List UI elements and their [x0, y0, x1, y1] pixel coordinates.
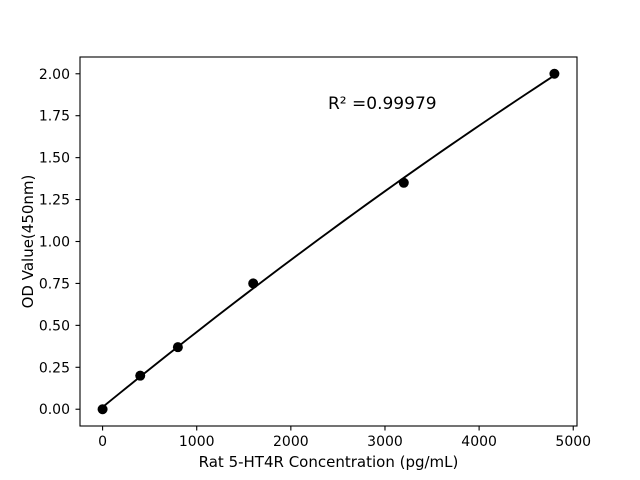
y-tick-label: 0.75 — [39, 276, 70, 292]
x-tick-label: 0 — [98, 434, 107, 450]
data-points — [97, 68, 560, 415]
data-point — [248, 278, 259, 289]
y-tick-label: 0.50 — [39, 318, 70, 334]
y-axis-label: OD Value(450nm) — [19, 175, 37, 309]
y-tick-label: 1.25 — [39, 193, 70, 209]
data-point — [172, 342, 183, 353]
x-axis-label: Rat 5-HT4R Concentration (pg/mL) — [199, 453, 459, 471]
data-point — [549, 68, 560, 79]
fit-curve-line — [101, 74, 556, 409]
data-point — [398, 177, 409, 188]
y-tick-label: 1.00 — [39, 235, 70, 251]
data-point — [97, 404, 108, 415]
y-tick-label: 0.00 — [39, 402, 70, 418]
x-tick-label: 2000 — [273, 434, 309, 450]
data-point — [135, 370, 146, 381]
y-tick-label: 1.75 — [39, 109, 70, 125]
y-axis-ticks: 0.00 0.25 0.50 0.75 1.00 1.25 1.50 1.75 2.00 — [39, 67, 80, 418]
y-tick-label: 2.00 — [39, 67, 70, 83]
y-tick-label: 1.50 — [39, 151, 70, 167]
y-tick-label: 0.25 — [39, 360, 70, 376]
r-squared-annotation: R² =0.99979 — [328, 94, 437, 114]
x-axis-ticks: 0 1000 2000 3000 4000 5000 — [98, 426, 591, 450]
x-tick-label: 4000 — [461, 434, 497, 450]
x-tick-label: 3000 — [367, 434, 403, 450]
x-tick-label: 5000 — [555, 434, 591, 450]
x-tick-label: 1000 — [179, 434, 215, 450]
